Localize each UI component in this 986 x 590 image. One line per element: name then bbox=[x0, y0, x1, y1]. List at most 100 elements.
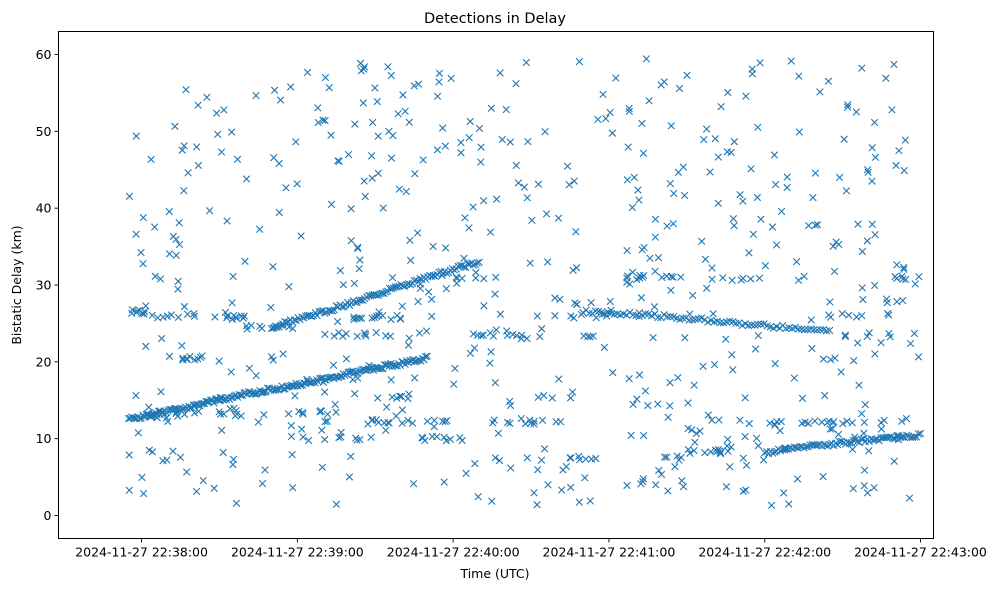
detection-point bbox=[272, 323, 280, 331]
detection-point bbox=[398, 302, 406, 310]
detection-point bbox=[442, 436, 451, 445]
detection-point bbox=[353, 332, 362, 340]
detection-point bbox=[877, 425, 886, 433]
detection-point bbox=[651, 215, 660, 223]
detection-point bbox=[575, 455, 584, 464]
detection-point bbox=[317, 307, 325, 315]
detection-point bbox=[701, 255, 710, 263]
detection-point bbox=[145, 403, 153, 411]
detection-point bbox=[890, 60, 898, 69]
detection-point bbox=[767, 501, 776, 509]
detection-point bbox=[708, 416, 716, 424]
detection-point bbox=[325, 83, 333, 92]
y-tick-label: 60 bbox=[36, 47, 52, 62]
detection-point bbox=[441, 244, 450, 252]
detection-point bbox=[910, 433, 919, 441]
detection-point bbox=[684, 399, 692, 407]
detection-point bbox=[404, 416, 412, 425]
detection-point bbox=[132, 132, 140, 140]
detection-point bbox=[395, 185, 404, 193]
detection-point bbox=[641, 387, 650, 395]
detection-point bbox=[469, 261, 478, 269]
detection-point bbox=[858, 64, 866, 72]
detection-point bbox=[770, 448, 779, 456]
detection-point bbox=[388, 274, 397, 282]
detection-point bbox=[835, 173, 844, 182]
detection-point bbox=[402, 187, 410, 196]
detection-point bbox=[331, 400, 339, 409]
detection-point bbox=[868, 220, 877, 229]
detection-point bbox=[903, 431, 911, 439]
detection-point bbox=[350, 279, 359, 288]
detection-point bbox=[486, 329, 495, 337]
detection-point bbox=[175, 240, 184, 249]
detection-point bbox=[370, 313, 379, 322]
detection-point bbox=[905, 494, 914, 502]
detection-point bbox=[419, 156, 427, 164]
detection-point bbox=[704, 411, 713, 419]
detection-point bbox=[664, 413, 672, 421]
detection-point bbox=[678, 477, 686, 485]
detection-point bbox=[625, 374, 633, 383]
detection-point bbox=[333, 317, 342, 326]
detection-point bbox=[729, 366, 737, 374]
detection-point bbox=[163, 312, 172, 320]
detection-point bbox=[808, 344, 816, 353]
detection-point bbox=[229, 272, 237, 281]
detection-point bbox=[387, 71, 395, 80]
detection-point bbox=[729, 214, 738, 223]
detection-point bbox=[164, 417, 172, 426]
detection-point bbox=[435, 69, 444, 77]
detection-point bbox=[229, 455, 238, 464]
detection-point bbox=[730, 138, 739, 146]
detection-point bbox=[351, 120, 359, 128]
detection-point bbox=[393, 283, 401, 291]
y-tick-label: 20 bbox=[36, 354, 52, 369]
detection-point bbox=[811, 169, 820, 177]
detection-point bbox=[690, 446, 698, 455]
detection-point bbox=[534, 180, 543, 188]
detection-point bbox=[380, 419, 388, 427]
detection-point bbox=[327, 200, 336, 208]
detection-point bbox=[708, 264, 716, 272]
detection-point bbox=[745, 249, 753, 257]
detection-point bbox=[766, 419, 774, 427]
detection-point bbox=[182, 85, 190, 94]
detection-point bbox=[649, 333, 657, 342]
detection-point bbox=[680, 191, 689, 200]
detection-point bbox=[551, 312, 559, 320]
detection-point bbox=[633, 395, 641, 403]
detection-point bbox=[537, 325, 546, 333]
detection-point bbox=[335, 433, 343, 442]
detection-point bbox=[623, 481, 631, 490]
detection-point bbox=[472, 274, 480, 282]
detection-point bbox=[387, 284, 396, 293]
detection-point bbox=[572, 227, 580, 236]
x-tick-label: 2024-11-27 22:43:00 bbox=[854, 545, 986, 560]
detection-point bbox=[900, 265, 908, 274]
detection-point bbox=[217, 426, 226, 435]
detection-point bbox=[658, 273, 666, 282]
detection-point bbox=[910, 329, 919, 338]
detection-point bbox=[267, 353, 276, 361]
detection-point bbox=[777, 207, 786, 216]
detection-point bbox=[287, 421, 295, 430]
detection-point bbox=[132, 230, 140, 238]
detection-point bbox=[522, 58, 530, 67]
detection-point bbox=[675, 84, 684, 93]
detection-point bbox=[651, 267, 659, 275]
detection-point bbox=[744, 321, 753, 330]
detection-point bbox=[719, 274, 727, 282]
detection-point bbox=[178, 146, 186, 154]
detection-point bbox=[800, 272, 808, 280]
detection-point bbox=[350, 315, 358, 324]
detection-point bbox=[140, 307, 149, 316]
detection-point bbox=[430, 422, 438, 431]
detection-point bbox=[865, 329, 873, 337]
detection-point bbox=[698, 237, 706, 246]
detection-point bbox=[714, 153, 723, 161]
detection-point bbox=[700, 135, 708, 144]
detection-point bbox=[895, 147, 903, 155]
detection-point bbox=[627, 431, 635, 440]
detection-point bbox=[352, 434, 360, 442]
